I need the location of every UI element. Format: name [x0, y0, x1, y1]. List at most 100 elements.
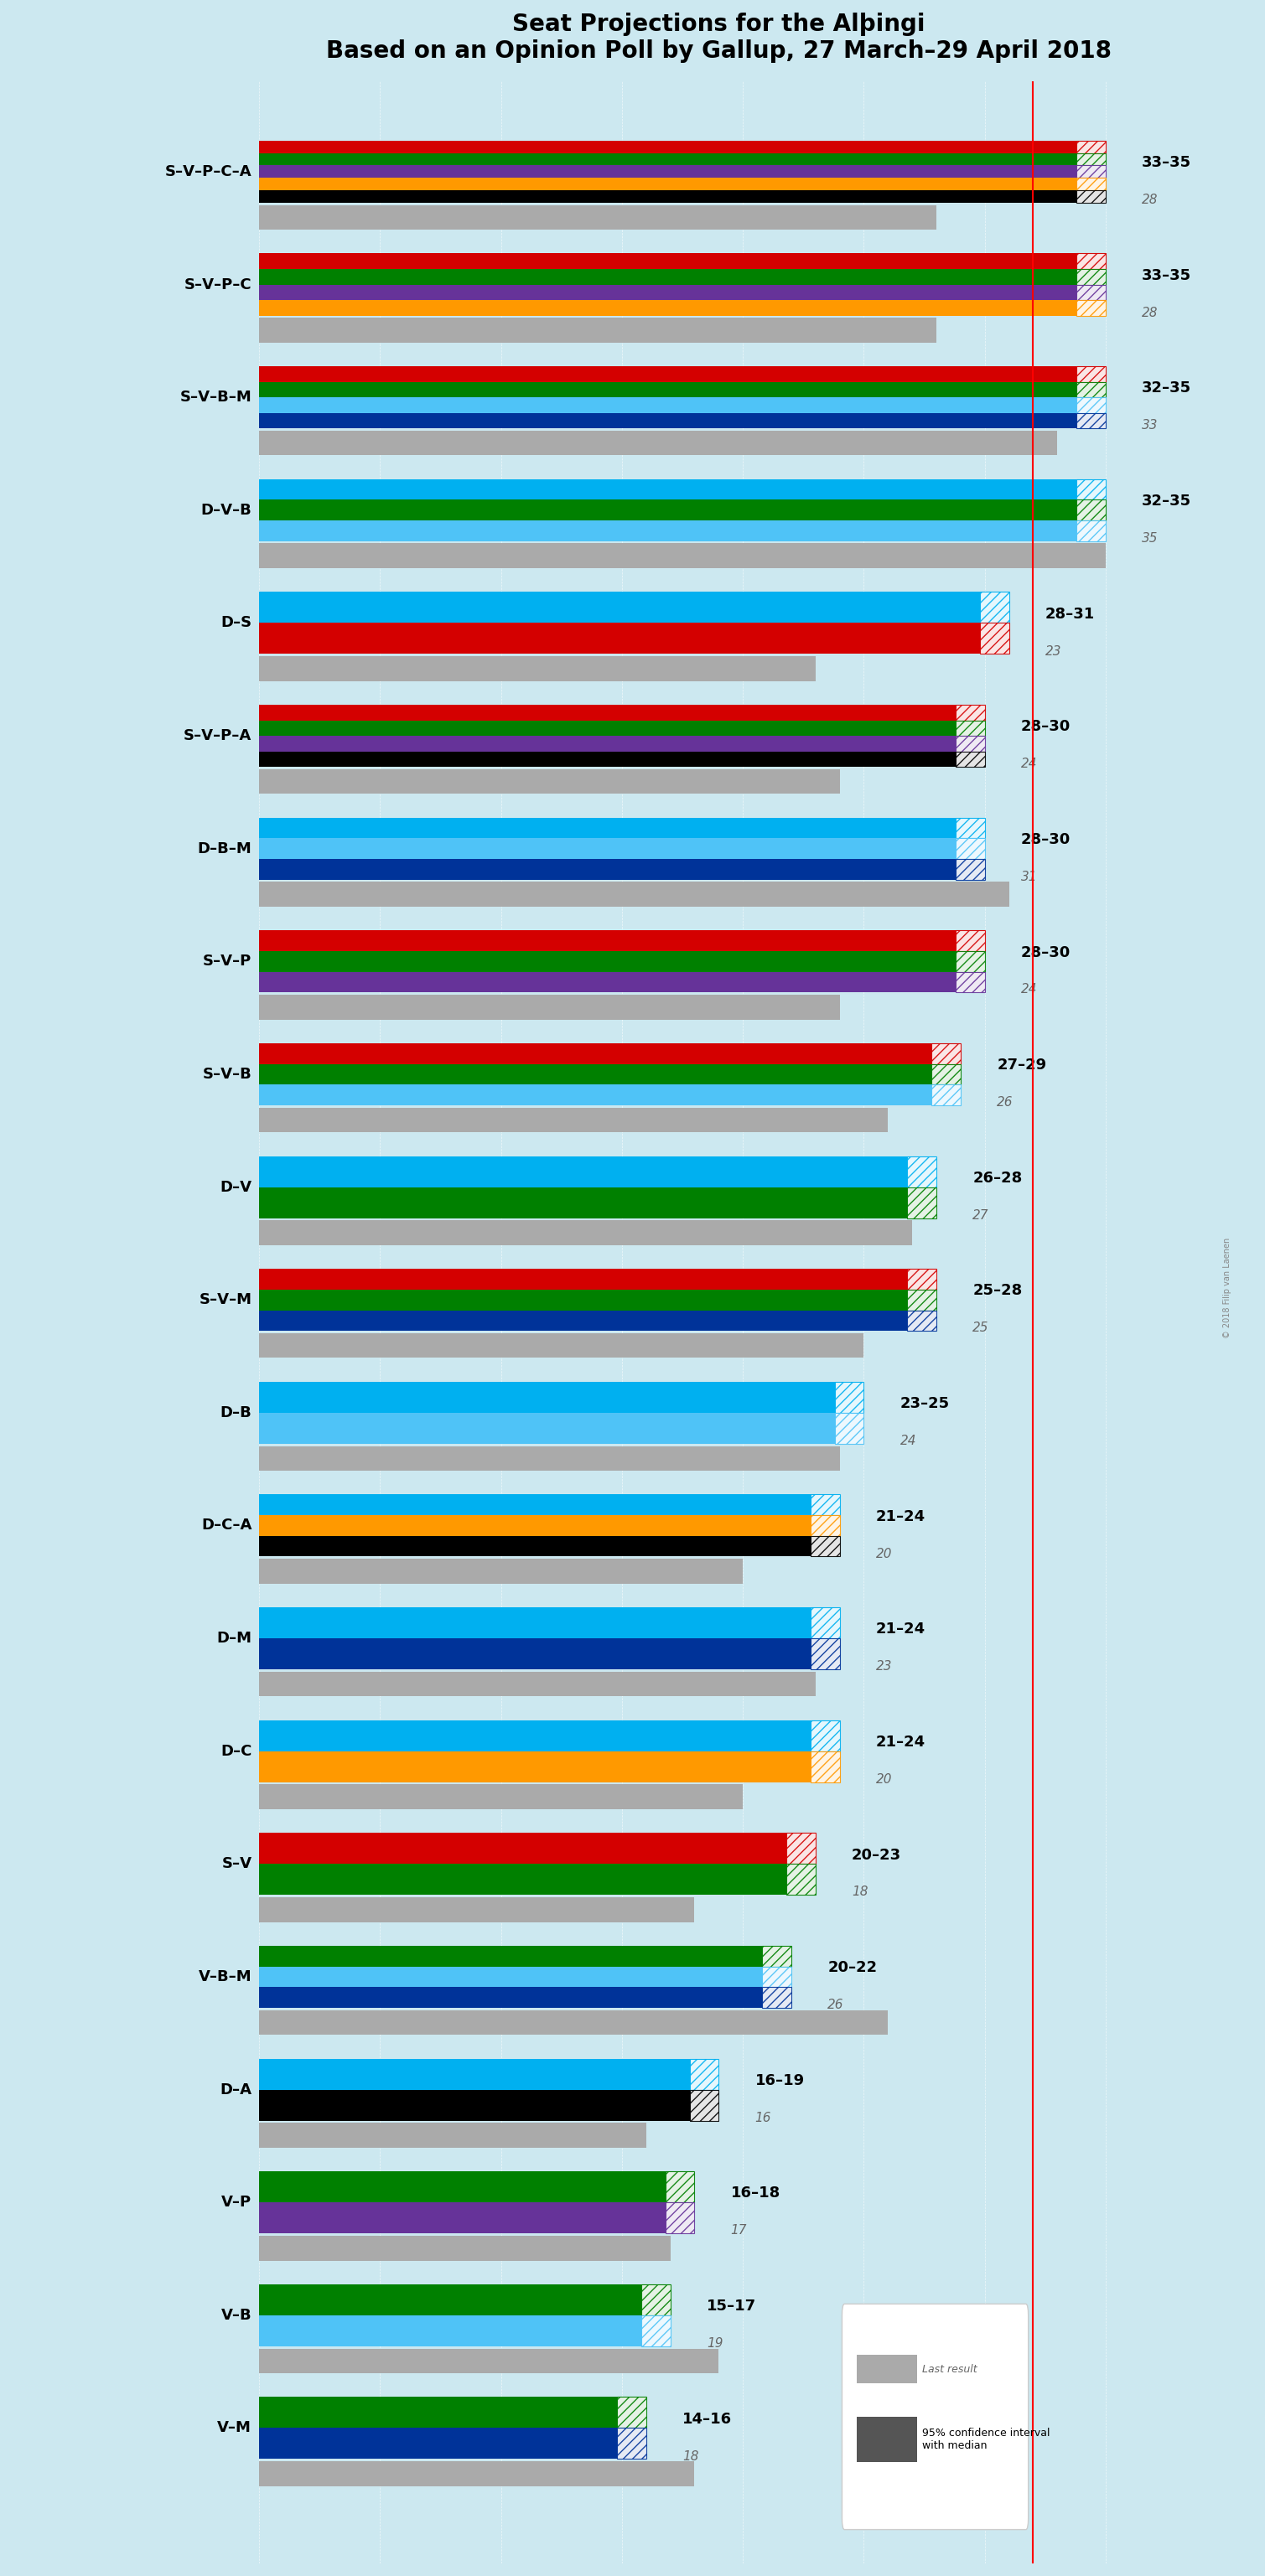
Bar [811, 1515, 840, 1535]
Bar [259, 381, 1106, 397]
Text: S–V–M: S–V–M [199, 1293, 252, 1309]
Text: D–C–A: D–C–A [201, 1517, 252, 1533]
Bar [689, 2089, 719, 2120]
Bar [1077, 142, 1106, 152]
Bar [763, 1965, 791, 1986]
Text: D–V–B: D–V–B [201, 502, 252, 518]
Text: 27: 27 [973, 1208, 989, 1221]
Text: Last result: Last result [922, 2365, 977, 2375]
Bar [259, 1291, 936, 1311]
Bar [259, 1672, 816, 1698]
Bar [259, 721, 984, 737]
Bar [617, 2429, 646, 2460]
Bar [1077, 152, 1106, 165]
Text: 33–35: 33–35 [1142, 268, 1192, 283]
Text: 28: 28 [1142, 307, 1159, 319]
Text: 21–24: 21–24 [875, 1734, 926, 1749]
Bar [259, 1986, 791, 2007]
Text: 28–30: 28–30 [1021, 945, 1070, 961]
Bar [259, 1515, 840, 1535]
Text: D–C: D–C [220, 1744, 252, 1759]
Bar [259, 1108, 888, 1133]
Bar [1077, 381, 1106, 397]
Bar [641, 2285, 670, 2316]
Text: 95% confidence interval
with median: 95% confidence interval with median [922, 2427, 1050, 2450]
Text: S–V: S–V [221, 1857, 252, 1873]
Text: 23: 23 [1045, 644, 1061, 657]
Text: 18: 18 [851, 1886, 868, 1899]
Text: 28–30: 28–30 [1021, 832, 1070, 848]
Text: 31: 31 [1021, 871, 1037, 884]
Text: 16–19: 16–19 [755, 2074, 805, 2089]
Bar [259, 2123, 646, 2148]
Bar [259, 1865, 816, 1896]
Text: 26: 26 [997, 1097, 1013, 1108]
Bar [259, 1535, 840, 1556]
Bar [259, 412, 1106, 428]
Bar [1077, 397, 1106, 412]
Bar [956, 817, 984, 837]
Text: V–B–M: V–B–M [199, 1968, 252, 1984]
Bar [811, 1535, 840, 1556]
Text: 28–30: 28–30 [1021, 719, 1070, 734]
Bar [956, 837, 984, 858]
Text: 26–28: 26–28 [973, 1170, 1022, 1185]
Bar [259, 1334, 864, 1358]
Text: 23–25: 23–25 [901, 1396, 950, 1412]
Bar [259, 142, 1106, 152]
Bar [259, 2172, 694, 2202]
Bar [835, 1412, 864, 1443]
Bar [856, 2354, 917, 2383]
Bar [1077, 366, 1106, 381]
Text: 20–22: 20–22 [827, 1960, 877, 1976]
Bar [259, 1445, 840, 1471]
Bar [763, 1986, 791, 2007]
Text: 21–24: 21–24 [875, 1510, 926, 1525]
Bar [811, 1721, 840, 1752]
Bar [259, 520, 1106, 541]
Bar [259, 2058, 719, 2089]
Bar [259, 1721, 840, 1752]
Bar [259, 2285, 670, 2316]
Bar [907, 1270, 936, 1291]
Bar [665, 2202, 694, 2233]
Bar [259, 1638, 840, 1669]
Bar [259, 881, 1009, 907]
Text: S–V–P–A: S–V–P–A [183, 729, 252, 744]
Text: 28: 28 [1142, 193, 1159, 206]
Bar [980, 592, 1009, 623]
Text: 26: 26 [827, 1999, 844, 2012]
Bar [259, 706, 984, 721]
Bar [259, 152, 1106, 165]
Bar [259, 1834, 816, 1865]
Bar [259, 1064, 960, 1084]
Bar [956, 721, 984, 737]
Bar [931, 1084, 960, 1105]
Bar [689, 2058, 719, 2089]
Bar [259, 2460, 694, 2486]
Bar [259, 2202, 694, 2233]
Bar [811, 1607, 840, 1638]
Bar [259, 283, 1106, 299]
Bar [259, 1412, 864, 1443]
Bar [259, 299, 1106, 314]
Bar [259, 858, 984, 878]
Text: D–M: D–M [216, 1631, 252, 1646]
Bar [787, 1834, 816, 1865]
Bar [259, 737, 984, 752]
Text: 21–24: 21–24 [875, 1623, 926, 1636]
Bar [1077, 252, 1106, 268]
Bar [259, 544, 1106, 569]
Text: S–V–B–M: S–V–B–M [180, 389, 252, 404]
Bar [259, 817, 984, 837]
Text: 33: 33 [1142, 420, 1159, 433]
Bar [931, 1043, 960, 1064]
Text: 24: 24 [1021, 984, 1037, 997]
Bar [1077, 191, 1106, 204]
Bar [259, 1945, 791, 1965]
Text: D–S: D–S [220, 616, 252, 631]
Bar [259, 165, 1106, 178]
Bar [259, 2009, 888, 2035]
Bar [1077, 479, 1106, 500]
Bar [259, 2429, 646, 2460]
